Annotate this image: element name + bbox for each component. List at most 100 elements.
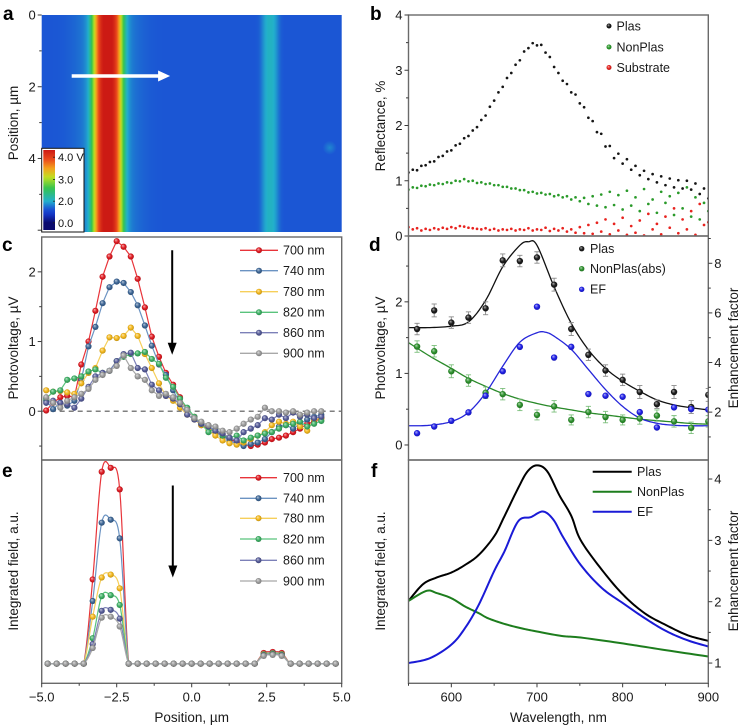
data-point <box>141 366 148 373</box>
data-point <box>653 400 661 408</box>
data-point <box>148 364 155 372</box>
y-axis-right-label-f: Enhancement factor <box>726 510 741 631</box>
data-point <box>467 179 470 183</box>
series-line-ef <box>408 510 709 665</box>
data-point <box>482 392 489 399</box>
data-point <box>134 302 141 309</box>
data-point <box>98 614 105 621</box>
data-point <box>587 116 590 120</box>
colorbar-tick-label: 2.0 <box>58 196 73 208</box>
y-right-tick-label: 2 <box>714 405 721 420</box>
data-point <box>176 399 184 406</box>
panel-label-b: b <box>370 4 382 25</box>
data-point <box>197 660 204 667</box>
legend-label: 780 nm <box>283 512 325 526</box>
data-point <box>113 362 120 370</box>
data-point <box>694 195 697 199</box>
data-point <box>585 351 592 358</box>
data-point <box>106 367 113 374</box>
data-point <box>448 319 455 326</box>
data-point <box>116 486 123 493</box>
data-point <box>612 156 616 160</box>
data-point <box>516 257 524 265</box>
data-point <box>467 134 470 138</box>
legend-marker <box>606 23 612 29</box>
data-point <box>212 432 219 439</box>
data-point <box>531 190 535 194</box>
data-point <box>43 394 50 401</box>
data-point <box>689 188 693 191</box>
data-point <box>488 105 492 109</box>
data-point <box>475 227 479 231</box>
data-point <box>448 417 455 425</box>
data-point <box>106 253 113 260</box>
data-point <box>636 388 643 396</box>
legend-label: 900 nm <box>283 347 325 361</box>
data-point <box>582 105 586 109</box>
data-point <box>116 585 123 592</box>
data-point <box>595 204 599 207</box>
x-tick-label: 600 <box>440 689 462 704</box>
data-point <box>98 593 105 600</box>
data-point <box>497 229 500 232</box>
data-point <box>99 273 106 280</box>
data-point <box>71 394 78 401</box>
y-tick-label: 2 <box>395 118 402 133</box>
data-point <box>550 403 558 410</box>
data-point <box>43 387 50 394</box>
panel-label-f: f <box>371 461 378 482</box>
data-point <box>268 435 275 443</box>
data-point <box>420 164 423 168</box>
data-point <box>568 343 575 351</box>
data-point <box>92 323 99 330</box>
data-point <box>653 424 661 431</box>
data-point <box>107 592 114 599</box>
data-point <box>527 191 530 194</box>
legend-label: Plas <box>590 242 614 256</box>
data-point <box>113 238 120 245</box>
data-point <box>462 225 466 228</box>
y-right-tick-label: 2 <box>714 594 721 609</box>
data-point <box>441 154 445 158</box>
data-point <box>191 415 198 422</box>
data-point <box>672 207 676 210</box>
legend-marker <box>256 350 262 357</box>
data-point <box>64 389 71 396</box>
data-point <box>261 435 268 443</box>
heatmap-spot <box>322 140 337 155</box>
legend-label: 700 nm <box>283 471 325 485</box>
data-point <box>64 376 71 383</box>
data-point <box>120 243 127 250</box>
data-point <box>591 232 595 236</box>
data-point <box>247 416 254 423</box>
y-axis-right-label-d: Enhancement factor <box>726 287 741 408</box>
data-point <box>449 149 453 152</box>
data-point <box>561 79 565 83</box>
data-point <box>668 194 672 198</box>
data-point <box>240 420 247 427</box>
data-point <box>619 393 626 400</box>
legend-label: EF <box>590 283 606 297</box>
y-tick-label: 1 <box>28 334 35 349</box>
data-point <box>107 613 114 620</box>
data-point <box>198 418 205 425</box>
data-point <box>499 257 506 264</box>
y-tick-label: 4 <box>395 8 402 23</box>
y-axis-label-c: Photovoltage, µV <box>6 296 21 399</box>
data-point <box>148 355 155 363</box>
data-point <box>50 399 57 406</box>
data-point <box>98 607 105 614</box>
data-point <box>638 209 642 213</box>
data-point <box>670 388 678 396</box>
data-point <box>462 177 466 181</box>
data-point <box>651 172 654 176</box>
data-point <box>655 211 659 215</box>
data-point <box>670 418 678 425</box>
data-point <box>578 225 582 229</box>
data-point <box>261 404 268 411</box>
data-point <box>437 182 440 185</box>
data-point <box>527 226 530 230</box>
data-point <box>454 144 457 147</box>
data-point <box>155 392 163 399</box>
